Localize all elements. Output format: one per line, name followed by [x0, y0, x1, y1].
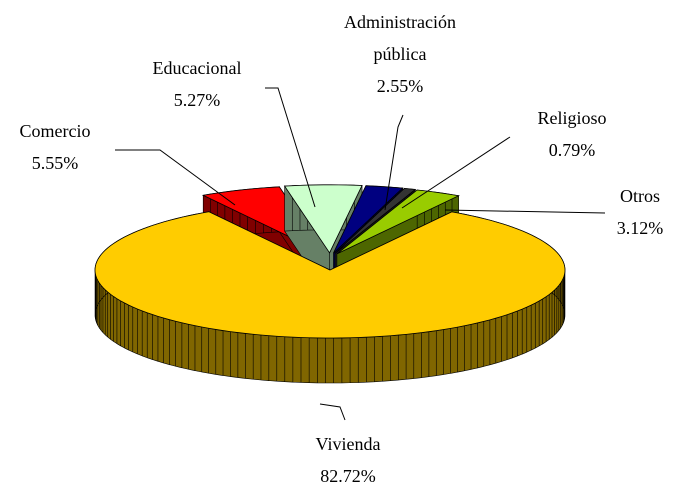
value-label: 0.79% [548, 140, 596, 160]
value-label: 5.27% [173, 90, 221, 110]
value-label: 82.72% [320, 466, 376, 486]
leader-line [384, 114, 404, 211]
leader-line [319, 403, 346, 421]
value-label: 2.55% [376, 76, 424, 96]
category-name: Educacional [152, 58, 242, 78]
value-label: 3.12% [616, 218, 664, 238]
leader-line [444, 209, 606, 214]
slice [94, 211, 566, 339]
leader-line [265, 87, 316, 208]
category-name: Vivienda [315, 434, 381, 454]
category-name: Administración pública [344, 12, 456, 64]
slice [333, 185, 404, 254]
slice-label: Educacional 5.27% [153, 52, 242, 116]
value-label: 5.55% [31, 153, 79, 173]
slices [94, 184, 566, 384]
category-name: Comercio [19, 121, 91, 141]
slice-label: Vivienda 82.72% [316, 428, 381, 488]
leader-line [401, 136, 511, 209]
slice [336, 189, 460, 255]
slice [334, 187, 417, 254]
category-name: Religioso [537, 108, 607, 128]
slice [283, 184, 363, 254]
slice-label: Otros 3.12% [617, 180, 664, 244]
slice-label: Administración pública 2.55% [320, 6, 480, 102]
slice-label: Comercio 5.55% [20, 115, 91, 179]
leader-line [115, 149, 236, 206]
slice-label: Religioso 0.79% [537, 102, 606, 166]
category-name: Otros [620, 186, 660, 206]
